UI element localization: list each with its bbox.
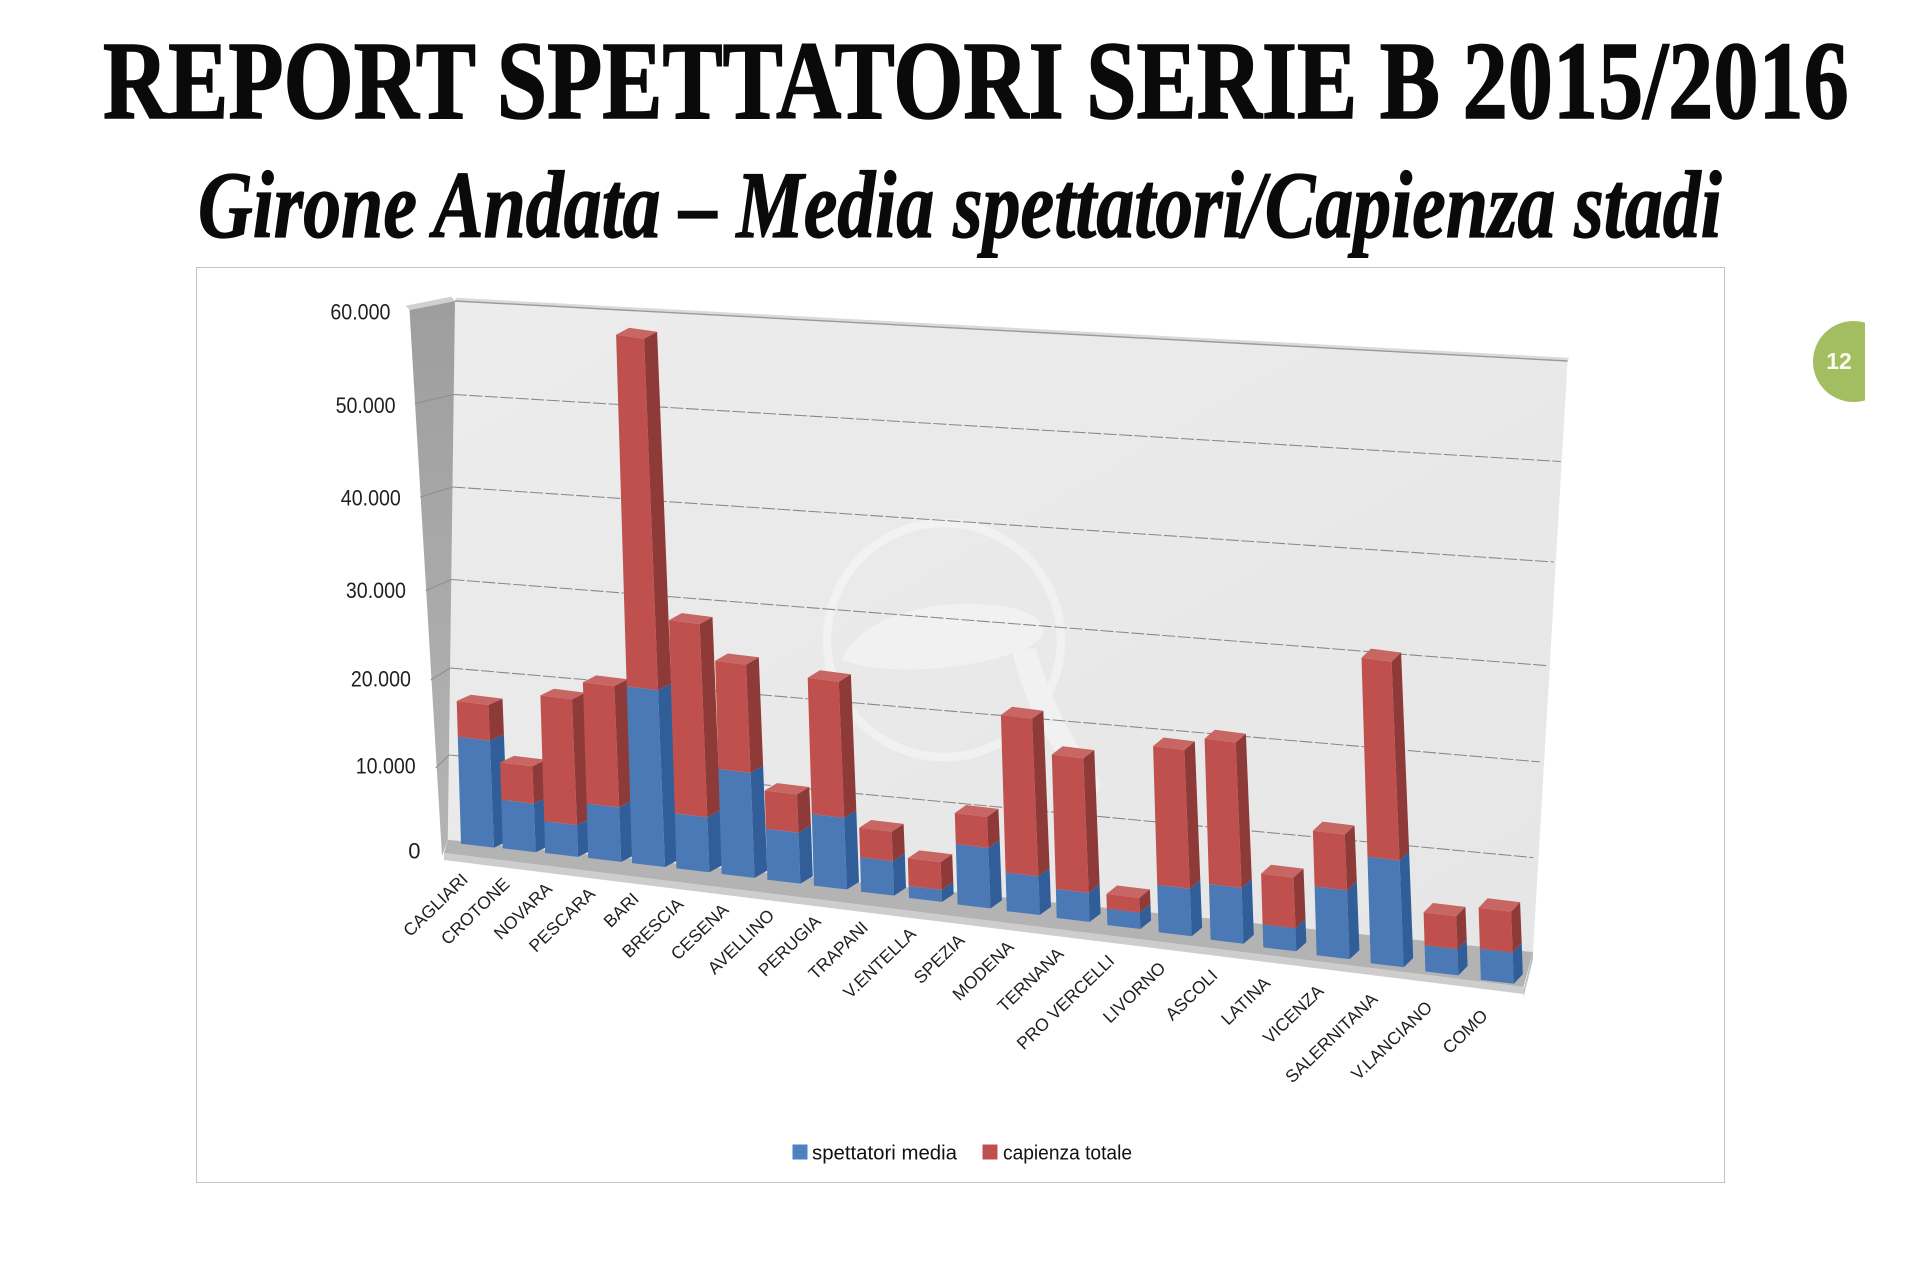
svg-text:30.000: 30.000 bbox=[346, 578, 406, 603]
svg-text:60.000: 60.000 bbox=[330, 300, 390, 325]
svg-text:BARI: BARI bbox=[599, 889, 642, 932]
svg-text:PRO VERCELLI: PRO VERCELLI bbox=[1013, 951, 1119, 1054]
svg-text:ASCOLI: ASCOLI bbox=[1161, 965, 1221, 1024]
svg-text:capienza totale: capienza totale bbox=[1003, 1143, 1132, 1165]
svg-text:20.000: 20.000 bbox=[351, 667, 411, 692]
svg-text:COMO: COMO bbox=[1439, 1005, 1492, 1057]
svg-text:50.000: 50.000 bbox=[336, 393, 396, 418]
svg-text:0: 0 bbox=[408, 839, 420, 864]
svg-text:spettatori media: spettatori media bbox=[812, 1143, 958, 1165]
svg-text:40.000: 40.000 bbox=[341, 486, 401, 511]
svg-text:10.000: 10.000 bbox=[356, 754, 416, 779]
svg-text:LATINA: LATINA bbox=[1217, 973, 1274, 1029]
